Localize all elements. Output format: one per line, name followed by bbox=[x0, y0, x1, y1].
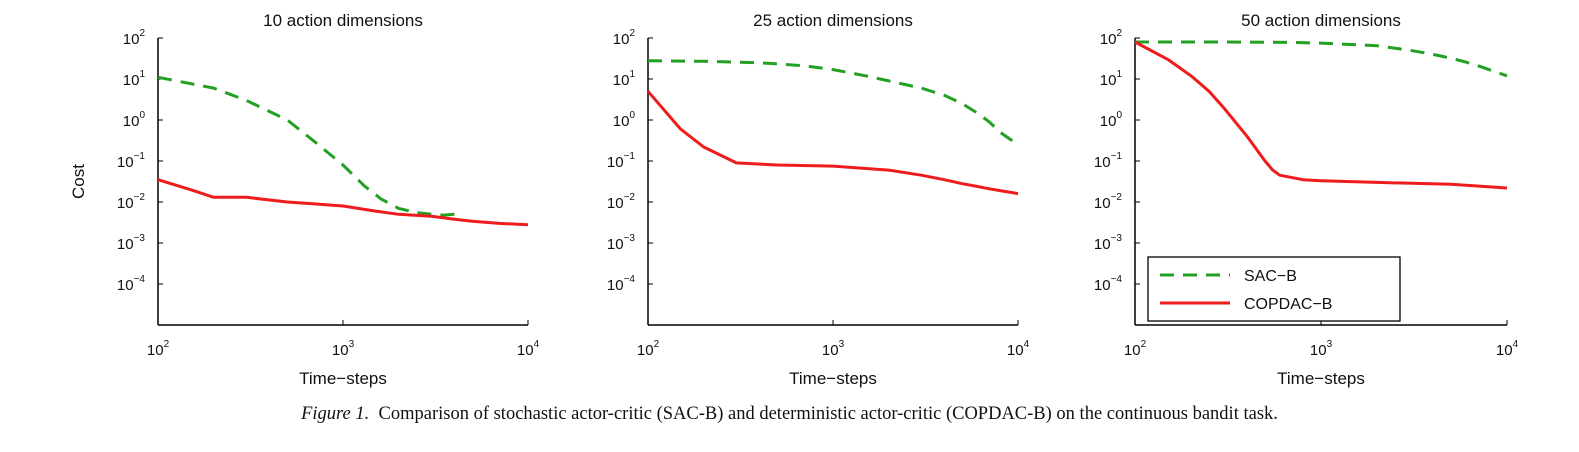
y-tick-label: 100 bbox=[123, 110, 146, 130]
chart-panel-1: 10 action dimensions 102 101 100 10−1 10−2 10−… bbox=[69, 11, 540, 388]
x-tick-label: 104 bbox=[517, 339, 540, 359]
y-tick-label: 102 bbox=[1100, 28, 1123, 48]
figure: 10 action dimensions 102 101 100 10−1 10−2 10−… bbox=[69, 11, 1519, 388]
series-copdac-b-line bbox=[646, 90, 1019, 196]
legend-copdac-b-label: COPDAC−B bbox=[1244, 296, 1332, 313]
x-tick-label: 102 bbox=[637, 339, 660, 359]
x-tick-label: 102 bbox=[1124, 339, 1147, 359]
caption-label: Figure 1. bbox=[301, 404, 370, 424]
x-tick-label: 103 bbox=[332, 339, 355, 359]
x-tick-label: 104 bbox=[1007, 339, 1030, 359]
y-tick-label: 100 bbox=[1100, 110, 1123, 130]
y-tick-label: 101 bbox=[613, 69, 636, 89]
chart-panel-2: 25 action dimensions 102 101 100 10−1 10−2 10−… bbox=[607, 11, 1030, 388]
y-tick-label: 10−2 bbox=[1094, 192, 1123, 212]
x-axis-label: Time−steps bbox=[1277, 369, 1365, 388]
x-axis-label: Time−steps bbox=[299, 369, 387, 388]
x-tick-label: 103 bbox=[822, 339, 845, 359]
y-tick-label: 10−4 bbox=[117, 274, 146, 294]
y-tick-label: 10−1 bbox=[117, 151, 146, 171]
y-tick-label: 100 bbox=[613, 110, 636, 130]
series-sac-b-line bbox=[1135, 40, 1508, 78]
y-tick-label: 10−3 bbox=[607, 233, 636, 253]
y-tick-label: 10−1 bbox=[1094, 151, 1123, 171]
chart-title: 50 action dimensions bbox=[1241, 11, 1401, 30]
y-tick-label: 101 bbox=[123, 69, 146, 89]
x-axis-label: Time−steps bbox=[789, 369, 877, 388]
chart-title: 25 action dimensions bbox=[753, 11, 913, 30]
series-sac-b-line bbox=[647, 59, 1019, 146]
y-tick-label: 102 bbox=[613, 28, 636, 48]
y-tick-label: 101 bbox=[1100, 69, 1123, 89]
series-copdac-b-line bbox=[1134, 40, 1508, 190]
y-tick-label: 10−3 bbox=[1094, 233, 1123, 253]
y-tick-label: 10−4 bbox=[607, 274, 636, 294]
x-tick-label: 104 bbox=[1496, 339, 1519, 359]
caption-text: Comparison of stochastic actor-critic (S… bbox=[378, 404, 1278, 424]
y-tick-label: 10−2 bbox=[117, 192, 146, 212]
series-copdac-b-line bbox=[157, 178, 529, 227]
y-tick-label: 10−1 bbox=[607, 151, 636, 171]
x-tick-label: 103 bbox=[1310, 339, 1333, 359]
figure-caption: Figure 1. Comparison of stochastic actor… bbox=[0, 404, 1579, 425]
y-tick-label: 10−2 bbox=[607, 192, 636, 212]
legend-sac-b-label: SAC−B bbox=[1244, 268, 1297, 285]
y-axis-label: Cost bbox=[69, 164, 88, 199]
y-tick-label: 10−3 bbox=[117, 233, 146, 253]
chart-title: 10 action dimensions bbox=[263, 11, 423, 30]
y-tick-label: 10−4 bbox=[1094, 274, 1123, 294]
legend-box bbox=[1147, 256, 1401, 322]
y-tick-label: 102 bbox=[123, 28, 146, 48]
series-sac-b-line bbox=[157, 75, 455, 217]
chart-panel-3: 50 action dimensions 102 101 100 10−1 10−2 10−… bbox=[1094, 11, 1519, 388]
x-tick-label: 102 bbox=[147, 339, 170, 359]
